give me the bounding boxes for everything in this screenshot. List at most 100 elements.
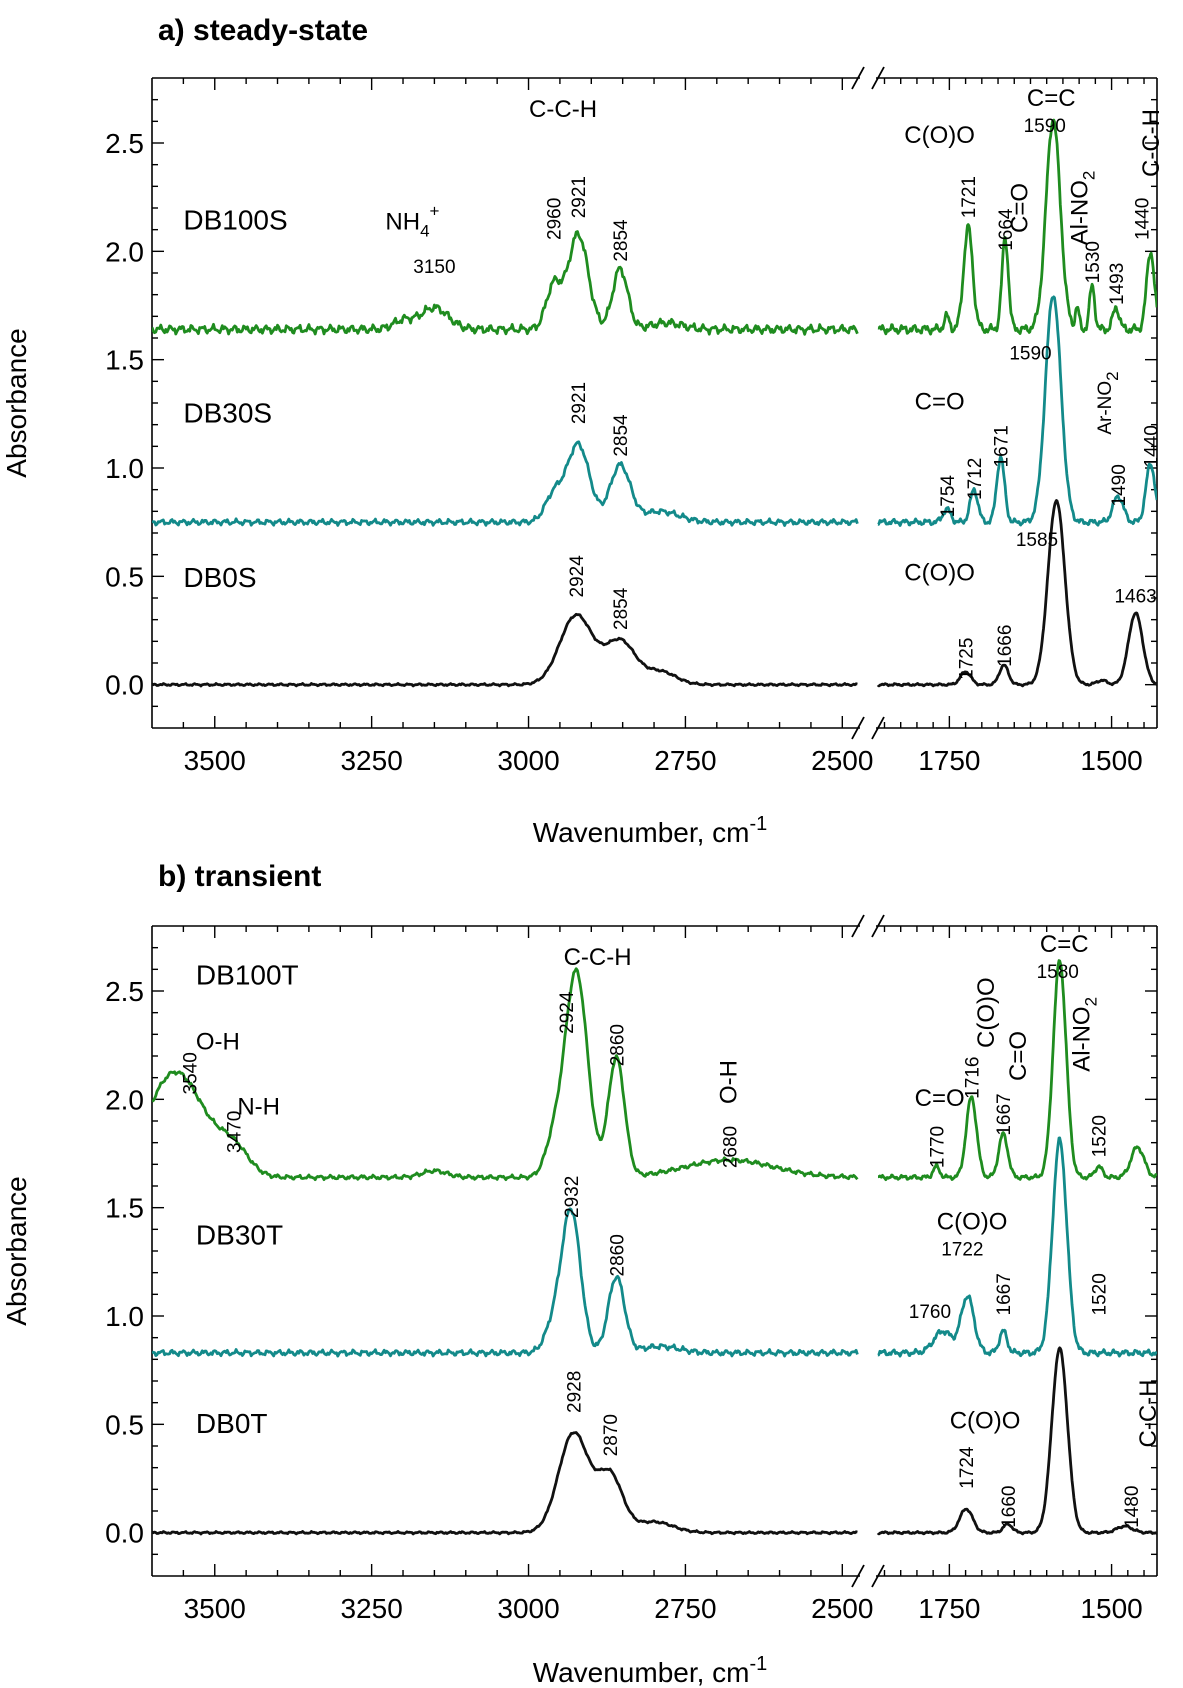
- x-tick-label: 1750: [918, 1593, 980, 1624]
- annotation: DB100S: [183, 205, 287, 236]
- annotation: C(O)O: [973, 977, 1000, 1048]
- annotation: 2924: [557, 991, 578, 1034]
- annotation: C=O: [915, 389, 965, 416]
- annotation: 1770: [927, 1126, 948, 1168]
- annotation: 2680: [720, 1126, 741, 1168]
- y-axis-title: Absorbance: [1, 328, 32, 477]
- annotation: 2854: [611, 587, 632, 630]
- y-axis-title: Absorbance: [1, 1176, 32, 1325]
- annotation: 3150: [413, 257, 455, 278]
- annotation: 1667: [994, 1273, 1015, 1315]
- annotation: DB30S: [183, 398, 272, 429]
- annotation: 1667: [994, 1093, 1015, 1135]
- annotation: C=O: [1007, 183, 1034, 233]
- y-tick-label: 0.0: [105, 670, 144, 701]
- series-line-db30s: [152, 295, 1157, 527]
- annotation: 2960: [545, 198, 566, 240]
- y-tick-label: 2.0: [105, 1084, 144, 1115]
- series-line-db100s: [152, 118, 1157, 336]
- axis-break-mark: [851, 66, 885, 90]
- annotation: 1754: [938, 475, 959, 518]
- annotation: Ar-NO2: [1095, 371, 1122, 434]
- annotation: 1660: [999, 1486, 1020, 1528]
- axis-break-mark: [851, 914, 885, 938]
- annotation: 1520: [1090, 1115, 1111, 1157]
- annotation: C-C-H: [1135, 1380, 1162, 1448]
- annotation: O-H: [715, 1060, 742, 1104]
- x-axis: 3500 3250 3000 2750 2500 1750 1500: [182, 78, 1145, 776]
- annotation: 1580: [1037, 962, 1079, 983]
- annotation: 1760: [909, 1302, 951, 1323]
- x-tick-label: 2500: [811, 745, 873, 776]
- annotation: 2860: [607, 1234, 628, 1276]
- annotation: 1725: [957, 638, 978, 680]
- panel-title-a: a) steady-state: [158, 14, 368, 47]
- panel-steady-state: a) steady-state 0.0 0.5 1.0 1.5 2.0 2.5 3500 325…: [1, 14, 1165, 848]
- annotation: 1590: [1024, 116, 1066, 137]
- annotation: C(O)O: [937, 1208, 1008, 1235]
- annotation: 1716: [962, 1057, 983, 1099]
- series-line-db30t: [152, 1136, 1157, 1358]
- annotation: 1490: [1109, 464, 1130, 506]
- y-tick-label: 1.0: [105, 453, 144, 484]
- annotation: C=C: [1027, 85, 1076, 112]
- x-tick-label: 1750: [918, 745, 980, 776]
- x-tick-label: 3250: [340, 1593, 402, 1624]
- y-tick-label: 1.5: [105, 345, 144, 376]
- y-tick-label: 2.5: [105, 128, 144, 159]
- x-axis: 3500 3250 3000 2750 2500 1750 1500: [182, 926, 1145, 1624]
- annotation: 1590: [1009, 344, 1051, 365]
- annotation: 2860: [607, 1024, 628, 1066]
- annotation: 1666: [995, 625, 1016, 667]
- annotation: 2921: [569, 382, 590, 424]
- annotation: C=O: [915, 1085, 965, 1112]
- annotation: C-C-H: [529, 96, 597, 123]
- annotation: DB100T: [196, 960, 299, 991]
- annotation: 1520: [1090, 1273, 1111, 1315]
- annotation: 2932: [562, 1176, 583, 1218]
- annotation: 3540: [181, 1052, 202, 1094]
- annotation: 1530: [1083, 241, 1104, 283]
- x-tick-label: 2750: [654, 1593, 716, 1624]
- annotations: C-C-H NH4+ 3150 2960 2921 2854 C(O)O C=C 1590 172…: [183, 85, 1164, 680]
- annotation: C=C: [1040, 931, 1089, 958]
- annotation: NH4+: [385, 202, 439, 241]
- y-tick-label: 1.5: [105, 1193, 144, 1224]
- panel-title-b: b) transient: [158, 860, 321, 893]
- y-tick-label: 0.5: [105, 1409, 144, 1440]
- axis-break-mark: [851, 1564, 885, 1588]
- annotation: N-H: [237, 1094, 280, 1121]
- series-line-db0s: [152, 499, 1157, 688]
- annotation: Al-NO2: [1066, 171, 1098, 246]
- annotation: 2854: [611, 414, 632, 457]
- annotation: 2870: [601, 1414, 622, 1456]
- annotation: 1722: [941, 1239, 983, 1260]
- annotation: C-C-H: [1138, 109, 1165, 177]
- annotation: 1724: [957, 1446, 978, 1489]
- annotation: 2924: [567, 555, 588, 598]
- annotation: 2854: [611, 219, 632, 262]
- annotation: C(O)O: [904, 122, 975, 149]
- annotation: C=O: [1005, 1031, 1032, 1081]
- series-line-db100t: [152, 959, 1157, 1182]
- annotation: 1664: [996, 208, 1017, 251]
- axes-frame: [151, 925, 1158, 1577]
- annotation: C(O)O: [950, 1408, 1021, 1435]
- x-tick-label: 1500: [1080, 745, 1142, 776]
- annotation: 1440: [1142, 425, 1163, 467]
- y-tick-label: 2.0: [105, 236, 144, 267]
- x-tick-label: 3500: [184, 1593, 246, 1624]
- annotation: Al-NO2: [1068, 997, 1100, 1072]
- annotation: 1585: [1016, 530, 1058, 551]
- axis-break-mark: [851, 716, 885, 740]
- y-tick-label: 0.0: [105, 1518, 144, 1549]
- x-tick-label: 3500: [184, 745, 246, 776]
- x-tick-label: 3000: [497, 745, 559, 776]
- y-tick-label: 0.5: [105, 561, 144, 592]
- y-tick-label: 2.5: [105, 976, 144, 1007]
- annotation: C(O)O: [904, 560, 975, 587]
- annotation: 1480: [1122, 1486, 1143, 1528]
- annotation: DB0T: [196, 1408, 268, 1439]
- annotation: 1671: [992, 425, 1013, 467]
